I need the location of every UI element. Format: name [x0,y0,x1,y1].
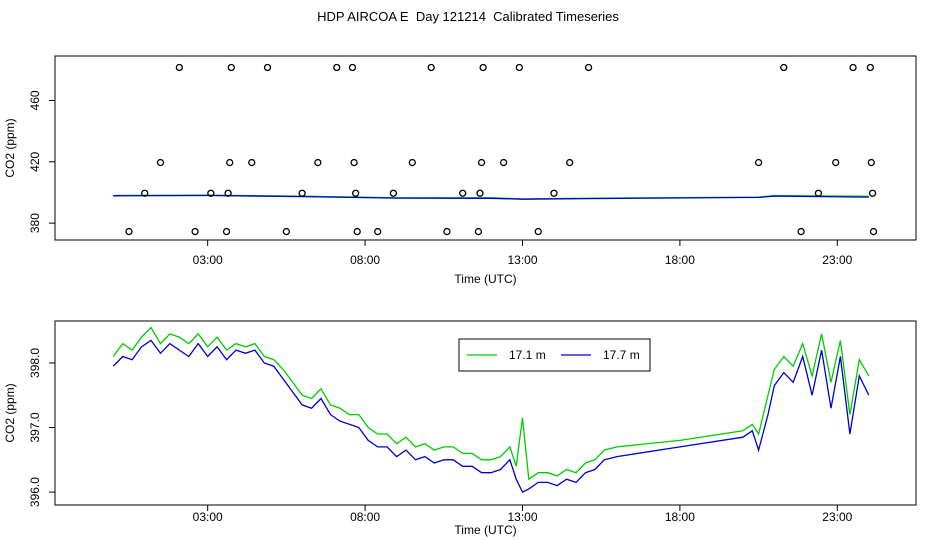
top-scatter-point [156,158,165,167]
top-scatter-point [224,189,232,197]
top-y-tick-label: 460 [28,90,42,110]
top-scatter-point [374,227,382,236]
top-x-tick-label: 13:00 [507,253,537,267]
top-scatter-point [832,158,840,167]
bottom-y-tick-label: 397.0 [28,412,42,442]
bottom-series-line-17-1-m [112,326,870,481]
top-x-tick-label: 23:00 [822,253,852,267]
top-y-tick-label: 420 [28,151,42,171]
top-scatter-point [263,63,272,72]
top-scatter-point [191,227,199,236]
top-scatter-point [499,158,508,167]
bottom-series-line-17-7-m [112,339,870,493]
top-scatter-point [207,189,215,197]
top-scatter-point [584,63,593,72]
bottom-x-tick-label: 23:00 [822,510,852,524]
bottom-x-tick-label: 18:00 [665,510,695,524]
top-scatter-point [868,189,877,197]
bottom-x-tick-label: 03:00 [193,510,223,524]
top-scatter-point [566,158,574,167]
bottom-y-axis-label: CO2 (ppm) [3,383,17,442]
top-scatter-point [389,189,398,197]
top-scatter-point [849,63,857,72]
bottom-y-tick-label: 398.0 [28,348,42,378]
top-scatter-point [869,227,878,236]
top-scatter-point [350,158,358,167]
top-y-tick-label: 380 [28,213,42,233]
top-scatter-point [175,63,183,72]
top-scatter-point [314,158,322,167]
top-plot-frame [54,55,917,241]
top-scatter-point [222,227,231,236]
top-scatter-point [141,189,149,197]
top-scatter-point [515,63,523,72]
chart-title: HDP AIRCOA E Day 121214 Calibrated Times… [317,9,619,24]
top-scatter-point [867,158,875,167]
top-scatter-point [248,158,256,167]
bottom-x-tick-label: 08:00 [350,510,380,524]
top-scatter-point [534,227,542,236]
top-scatter-point [550,189,558,197]
top-scatter-point [797,227,805,236]
top-scatter-point [474,227,483,236]
top-x-axis-label: Time (UTC) [454,272,516,286]
top-scatter-point [351,189,360,197]
top-x-tick-label: 08:00 [350,253,380,267]
top-scatter-point [298,189,306,197]
top-scatter-point [353,227,361,236]
top-scatter-point [866,63,875,72]
top-x-tick-label: 18:00 [665,253,695,267]
top-scatter-point [226,158,234,167]
top-scatter-point [333,63,341,72]
bottom-x-tick-label: 13:00 [507,510,537,524]
top-x-tick-label: 03:00 [193,253,223,267]
top-scatter-point [477,158,486,167]
top-scatter-point [459,189,467,197]
top-scatter-point [125,227,133,236]
top-scatter-point [348,63,357,72]
bottom-x-axis-label: Time (UTC) [454,523,516,537]
top-scatter-point [814,189,823,197]
top-scatter-point [479,63,487,72]
top-scatter-point [408,158,416,167]
legend-label-17-7-m: 17.7 m [603,348,640,362]
legend-label-17-1-m: 17.1 m [509,348,546,362]
top-series-line-17-7-m [113,194,869,200]
top-scatter-point [443,227,451,236]
top-scatter-point [780,63,788,72]
top-scatter-point [754,158,763,167]
top-y-axis-label: CO2 (ppm) [3,118,17,177]
top-scatter-point [227,63,235,72]
top-scatter-point [282,227,291,236]
bottom-y-tick-label: 396.0 [28,477,42,507]
top-scatter-point [476,189,484,197]
bottom-plot-frame [54,320,917,506]
top-scatter-point [427,63,435,72]
